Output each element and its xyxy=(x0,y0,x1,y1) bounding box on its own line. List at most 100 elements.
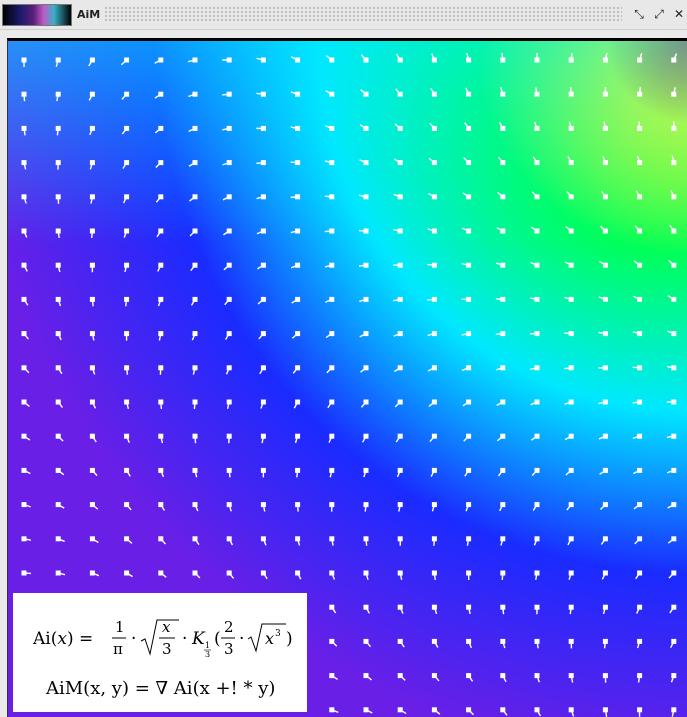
gradient-arrow-head xyxy=(637,331,643,337)
gradient-arrow-head xyxy=(363,57,369,63)
gradient-arrow-head xyxy=(192,502,198,508)
gradient-arrow-head xyxy=(21,433,27,439)
gradient-arrow-head xyxy=(295,296,301,302)
gradient-arrow-head xyxy=(124,262,130,268)
gradient-arrow-head xyxy=(637,570,643,576)
gradient-arrow-head xyxy=(637,262,643,268)
svg-text:x: x xyxy=(265,629,274,648)
gradient-arrow-head xyxy=(500,570,506,576)
gradient-arrow-head xyxy=(363,673,369,679)
gradient-arrow-head xyxy=(397,707,403,713)
gradient-arrow-head xyxy=(158,502,164,508)
gradient-arrow-head xyxy=(260,57,266,63)
gradient-arrow-head xyxy=(329,638,335,644)
gradient-arrow-head xyxy=(568,194,574,200)
window-title: AiM xyxy=(77,8,101,21)
airy-formula: Ai(x) = 1 π · x 3 · K 1 3 ( 2 3 · x 3 ) … xyxy=(32,614,293,667)
gradient-arrow-head xyxy=(295,91,301,97)
gradient-arrow-head xyxy=(192,57,198,63)
gradient-arrow-head xyxy=(329,604,335,610)
gradient-arrow-head xyxy=(466,433,472,439)
gradient-arrow-head xyxy=(329,296,335,302)
gradient-arrow-head xyxy=(431,365,437,371)
gradient-arrow-head xyxy=(431,604,437,610)
gradient-arrow-head xyxy=(192,160,198,166)
gradient-arrow-head xyxy=(363,228,369,234)
gradient-arrow-head xyxy=(89,194,95,200)
gradient-arrow-head xyxy=(466,228,472,234)
gradient-arrow-head xyxy=(671,125,677,131)
gradient-arrow-head xyxy=(192,570,198,576)
gradient-arrow-head xyxy=(329,433,335,439)
gradient-arrow-head xyxy=(397,194,403,200)
gradient-arrow-head xyxy=(21,125,27,131)
gradient-arrow-head xyxy=(568,638,574,644)
gradient-arrow-head xyxy=(397,638,403,644)
gradient-arrow-head xyxy=(295,502,301,508)
gradient-arrow-head xyxy=(21,331,27,337)
gradient-arrow-head xyxy=(602,638,608,644)
gradient-arrow-head xyxy=(124,536,130,542)
gradient-arrow-head xyxy=(226,262,232,268)
gradient-arrow-head xyxy=(55,536,61,542)
gradient-arrow-head xyxy=(226,365,232,371)
gradient-arrow-head xyxy=(602,160,608,166)
gradient-arrow-head xyxy=(260,536,266,542)
gradient-arrow-head xyxy=(295,365,301,371)
gradient-arrow-head xyxy=(397,296,403,302)
gradient-arrow-head xyxy=(363,570,369,576)
gradient-arrow-head xyxy=(363,638,369,644)
gradient-arrow-head xyxy=(671,570,677,576)
gradient-arrow-head xyxy=(637,467,643,473)
gradient-arrow-head xyxy=(158,262,164,268)
gradient-arrow-head xyxy=(124,194,130,200)
gradient-arrow-head xyxy=(637,365,643,371)
gradient-arrow-head xyxy=(568,673,574,679)
gradient-arrow-head xyxy=(226,467,232,473)
gradient-arrow-head xyxy=(260,331,266,337)
gradient-arrow-head xyxy=(363,331,369,337)
gradient-arrow-head xyxy=(295,433,301,439)
gradient-arrow-head xyxy=(431,467,437,473)
gradient-arrow-head xyxy=(671,365,677,371)
gradient-arrow-head xyxy=(431,707,437,713)
gradient-arrow-head xyxy=(466,91,472,97)
gradient-arrow-head xyxy=(602,399,608,405)
maximize-button-icon[interactable]: ⤢ xyxy=(654,6,664,21)
gradient-arrow-head xyxy=(329,262,335,268)
gradient-arrow-head xyxy=(397,331,403,337)
gradient-arrow-head xyxy=(602,194,608,200)
gradient-arrow-head xyxy=(226,228,232,234)
gradient-arrow-head xyxy=(431,160,437,166)
gradient-arrow-head xyxy=(363,399,369,405)
gradient-arrow-head xyxy=(329,536,335,542)
gradient-arrow-head xyxy=(21,160,27,166)
gradient-arrow-head xyxy=(466,502,472,508)
gradient-arrow-head xyxy=(89,262,95,268)
airy-formula-render: Ai(x) = 1 π · x 3 · K 1 3 ( 2 3 · x 3 ) xyxy=(32,618,293,659)
gradient-arrow-head xyxy=(637,57,643,63)
gradient-arrow-head xyxy=(397,604,403,610)
gradient-arrow-head xyxy=(329,194,335,200)
gradient-arrow-head xyxy=(295,194,301,200)
gradient-arrow-head xyxy=(55,57,61,63)
gradient-arrow-head xyxy=(568,365,574,371)
gradient-arrow-head xyxy=(260,125,266,131)
gradient-arrow-head xyxy=(89,331,95,337)
gradient-arrow-head xyxy=(124,228,130,234)
gradient-arrow-head xyxy=(568,707,574,713)
titlebar-grip[interactable] xyxy=(104,6,622,23)
gradient-arrow-head xyxy=(534,673,540,679)
gradient-arrow-head xyxy=(397,125,403,131)
gradient-arrow-head xyxy=(671,433,677,439)
gradient-arrow-head xyxy=(568,125,574,131)
gradient-arrow-head xyxy=(89,365,95,371)
close-button-icon[interactable]: ✕ xyxy=(673,7,685,21)
gradient-arrow-head xyxy=(568,604,574,610)
minimize-button-icon[interactable]: ⤡ xyxy=(634,6,644,21)
gradient-arrow-head xyxy=(295,570,301,576)
gradient-arrow-head xyxy=(466,365,472,371)
gradient-arrow-head xyxy=(158,433,164,439)
gradient-arrow-head xyxy=(637,536,643,542)
gradient-arrow-head xyxy=(55,160,61,166)
